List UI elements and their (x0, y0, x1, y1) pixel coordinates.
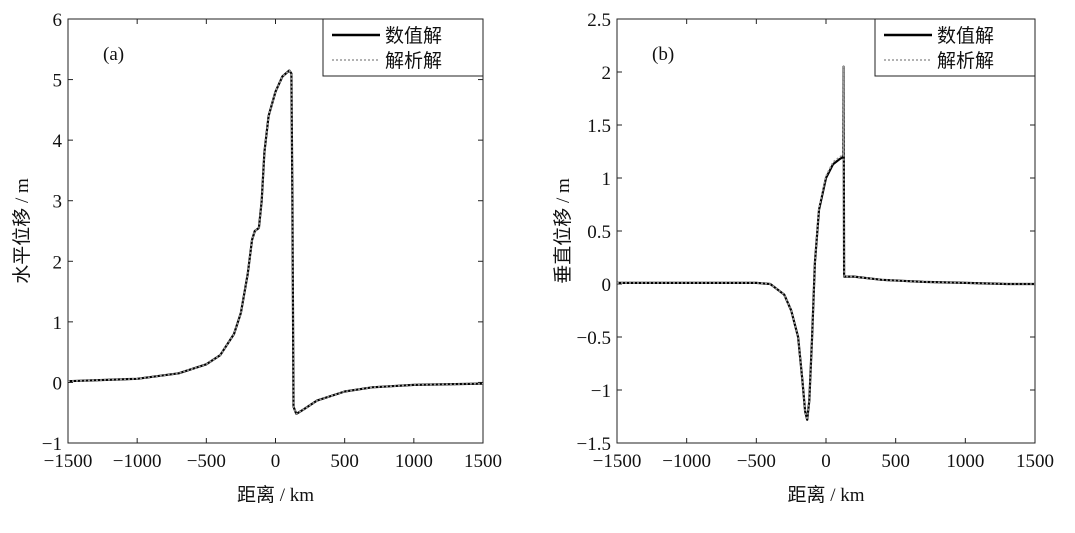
legend-label: 数值解 (385, 25, 442, 47)
x-tick-label: −1500 (593, 451, 642, 472)
x-tick-label: −500 (187, 451, 226, 472)
panel-label: (b) (652, 44, 674, 65)
legend-label: 解析解 (385, 50, 442, 72)
x-tick-label: 1500 (464, 451, 502, 472)
y-tick-label: 1 (53, 313, 63, 334)
subplot-b: −1500 −1000 −500 0 500 1000 1500 −1.5 −1 −0.5 0 0.5… (552, 10, 1054, 506)
y-tick-label: 3 (53, 192, 63, 213)
y-tick-label: 0 (602, 275, 612, 296)
y-tick-label: 1 (602, 169, 612, 190)
x-tick-label: 1500 (1016, 451, 1054, 472)
x-tick-label: 1000 (946, 451, 984, 472)
subplot-a: −1500 −1000 −500 0 500 1000 1500 −1 0 1 2 3 4 5 6 距离 / … (11, 10, 502, 506)
panel-label: (a) (103, 44, 124, 65)
series-line-analytical (617, 65, 1035, 421)
y-tick-label: 2 (53, 252, 63, 273)
y-tick-label: 4 (53, 131, 63, 152)
y-tick-label: 0.5 (587, 222, 611, 243)
y-axis-label: 垂直位移 / m (552, 178, 574, 284)
x-tick-label: 1000 (395, 451, 433, 472)
y-tick-label: 5 (53, 71, 63, 92)
legend-label: 数值解 (937, 25, 994, 47)
x-tick-label: −1000 (113, 451, 162, 472)
x-tick-label: −1500 (44, 451, 93, 472)
legend-box (874, 18, 1036, 77)
y-tick-label: 2.5 (587, 10, 611, 31)
y-tick-label: 0 (53, 373, 63, 394)
x-tick-label: 0 (271, 451, 281, 472)
y-tick-label: −0.5 (577, 328, 611, 349)
x-tick-label: −500 (737, 451, 776, 472)
x-tick-label: 0 (821, 451, 831, 472)
y-tick-label: −1.5 (577, 434, 611, 455)
series-line-analytical (67, 69, 484, 415)
plot-area (616, 18, 1036, 444)
legend-label: 解析解 (937, 50, 994, 72)
y-tick-label: 1.5 (587, 116, 611, 137)
x-tick-label: 500 (881, 451, 910, 472)
y-axis-label: 水平位移 / m (11, 178, 33, 284)
y-tick-label: 2 (602, 63, 612, 84)
y-tick-label: 6 (53, 10, 63, 31)
x-axis-label: 距离 / km (787, 484, 864, 506)
x-tick-label: 500 (330, 451, 359, 472)
y-tick-label: −1 (591, 381, 611, 402)
y-tick-label: −1 (42, 434, 62, 455)
x-tick-label: −1000 (662, 451, 711, 472)
legend-box (322, 18, 484, 77)
x-axis-label: 距离 / km (237, 484, 314, 506)
